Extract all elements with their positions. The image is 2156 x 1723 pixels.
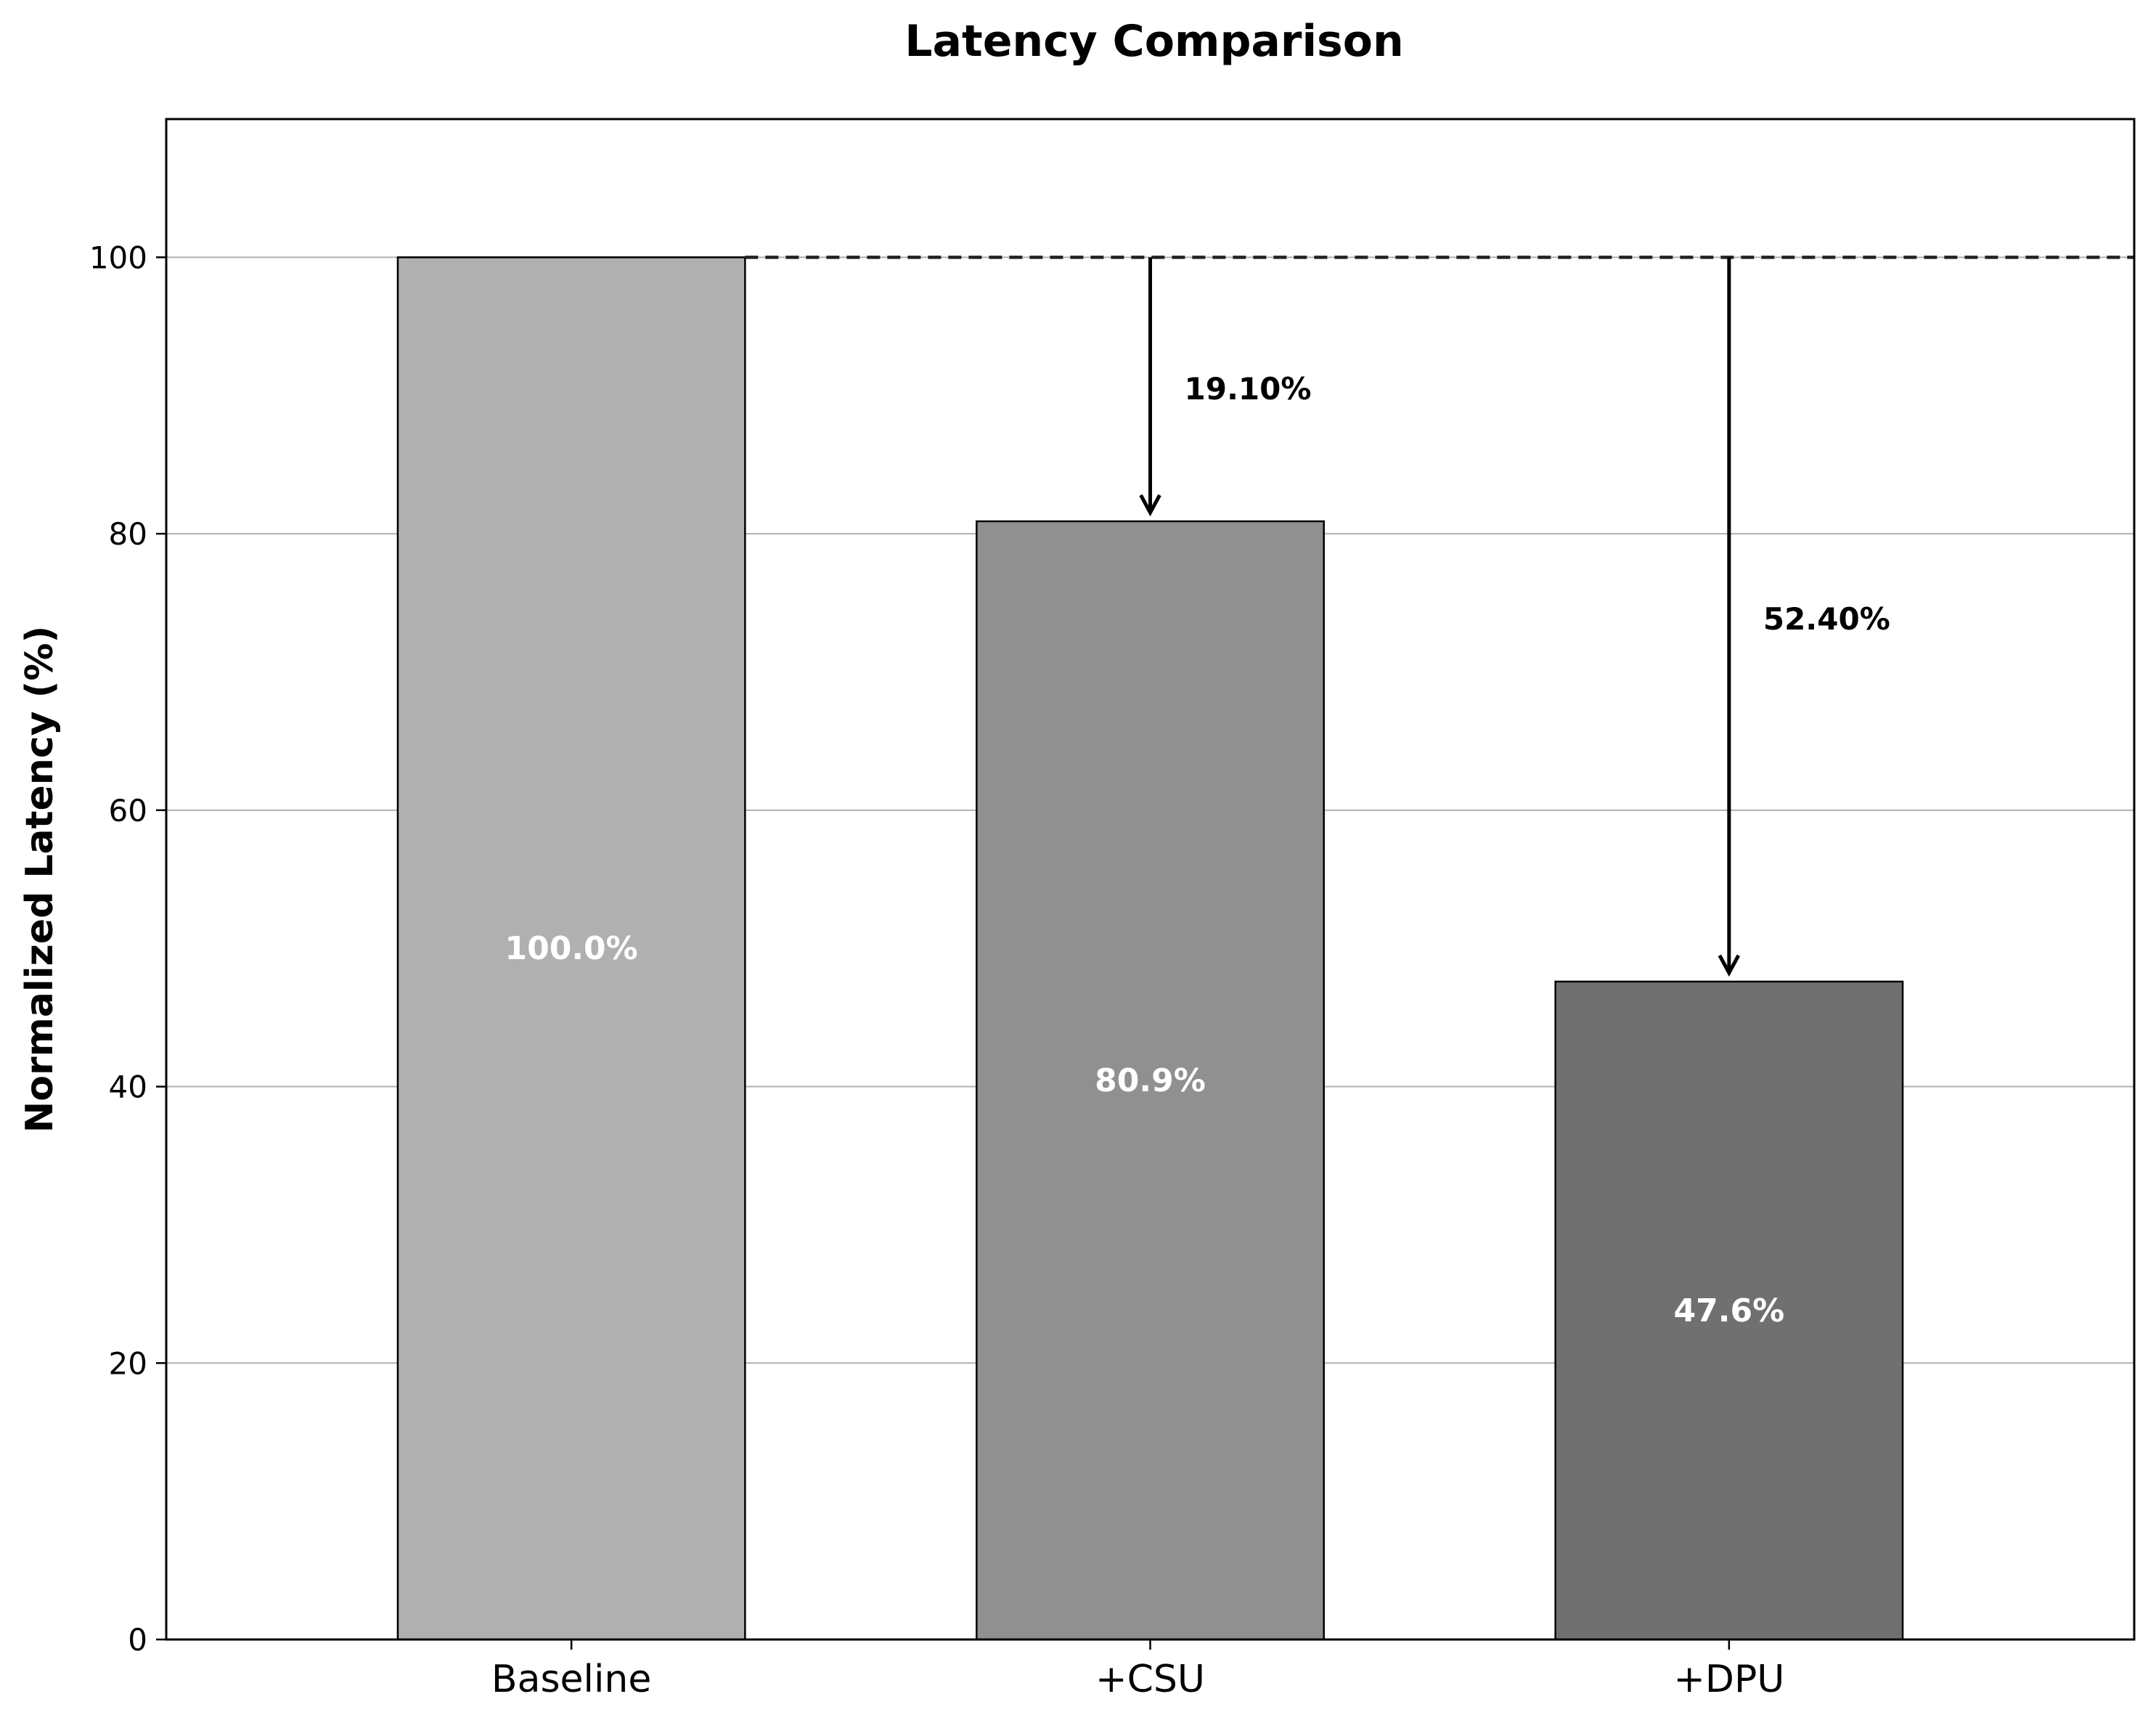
bar (1554, 980, 1904, 1641)
bar (976, 520, 1325, 1641)
y-axis-ticks: 0 20 40 60 80 100 (89, 240, 166, 1658)
y-tick-label: 80 (109, 516, 147, 552)
reduction-label: 52.40% (1763, 601, 1890, 637)
bar-value-label: 100.0% (505, 930, 638, 967)
reduction-arrow-head (1718, 954, 1741, 977)
y-tick-label: 100 (89, 240, 147, 275)
x-tick-label: +CSU (1095, 1658, 1205, 1701)
reduction-arrows: 19.10% 52.40% (1139, 257, 1890, 977)
x-tick-label: Baseline (491, 1658, 651, 1701)
y-axis-label: Normalized Latency (%) (18, 626, 62, 1133)
bars (396, 256, 1904, 1641)
bar-value-label: 47.6% (1674, 1292, 1785, 1329)
y-tick-label: 0 (128, 1622, 147, 1658)
reduction-label: 19.10% (1185, 371, 1312, 407)
reduction-arrow-head (1139, 494, 1161, 517)
y-tick-label: 60 (109, 793, 147, 828)
x-axis-ticks: Baseline +CSU +DPU (491, 1640, 1784, 1701)
y-tick-label: 20 (109, 1345, 147, 1381)
value-labels: 100.0% 80.9% 47.6% (505, 930, 1785, 1329)
x-tick-label: +DPU (1673, 1658, 1784, 1701)
bar-value-label: 80.9% (1095, 1062, 1206, 1099)
bar (396, 256, 746, 1641)
y-tick-label: 40 (109, 1070, 147, 1105)
chart-title: Latency Comparison (905, 16, 1403, 67)
